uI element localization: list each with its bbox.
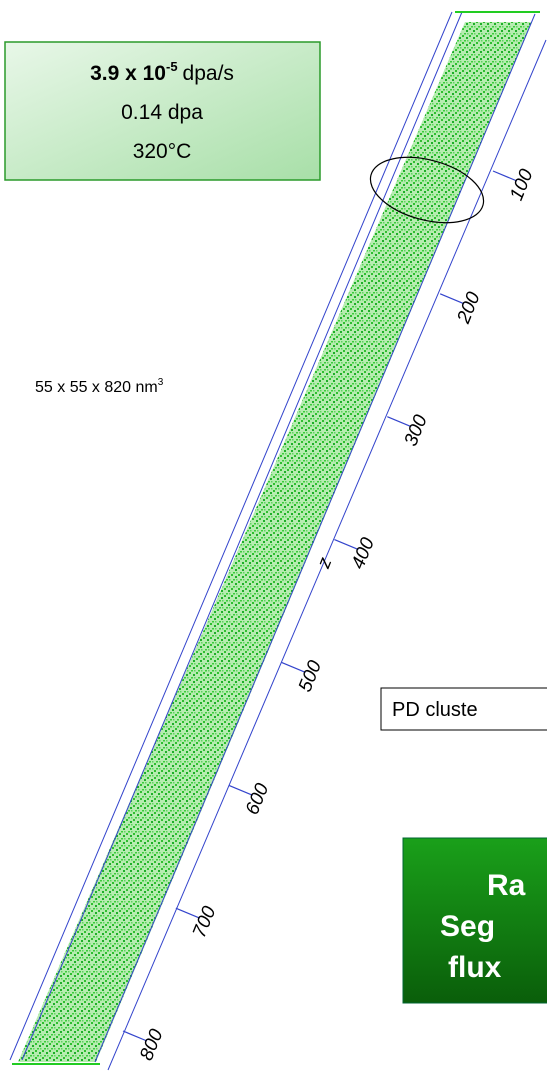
volume-text: 55 x 55 x 820 nm xyxy=(35,379,158,396)
tick-label: 100 xyxy=(506,166,538,204)
tick-label: 300 xyxy=(401,412,433,450)
conclusion-line: Seg xyxy=(440,910,495,943)
volume: 55 x 55 x 820 nm3 xyxy=(35,377,164,396)
volume-sup: 3 xyxy=(158,377,164,388)
conclusion-line: flux xyxy=(448,951,502,984)
temperature: 320°C xyxy=(133,140,192,163)
rate-exp: -5 xyxy=(166,59,178,74)
label-text: PD cluste xyxy=(392,699,478,721)
page: 100 200 300 400 500 600 700 800 z 3.9 x 10-5 dpa/… xyxy=(0,0,547,1075)
tick-label: 600 xyxy=(242,780,274,818)
rate: 3.9 x 10-5 dpa/s xyxy=(90,59,234,85)
tick-label: 200 xyxy=(453,289,485,328)
dose: 0.14 dpa xyxy=(121,101,203,124)
rate-unit: dpa/s xyxy=(183,62,234,85)
tick-label: 800 xyxy=(136,1026,168,1064)
figure: 100 200 300 400 500 600 700 800 z 3.9 x 10-5 dpa/… xyxy=(0,0,547,1075)
axis-label: z xyxy=(313,554,337,572)
tick-label: 700 xyxy=(189,903,221,941)
tick-label: 500 xyxy=(295,657,327,695)
tick-label: 400 xyxy=(348,534,380,572)
rate-base: 3.9 x 10 xyxy=(90,62,166,85)
conclusion-line: Ra xyxy=(487,869,526,902)
